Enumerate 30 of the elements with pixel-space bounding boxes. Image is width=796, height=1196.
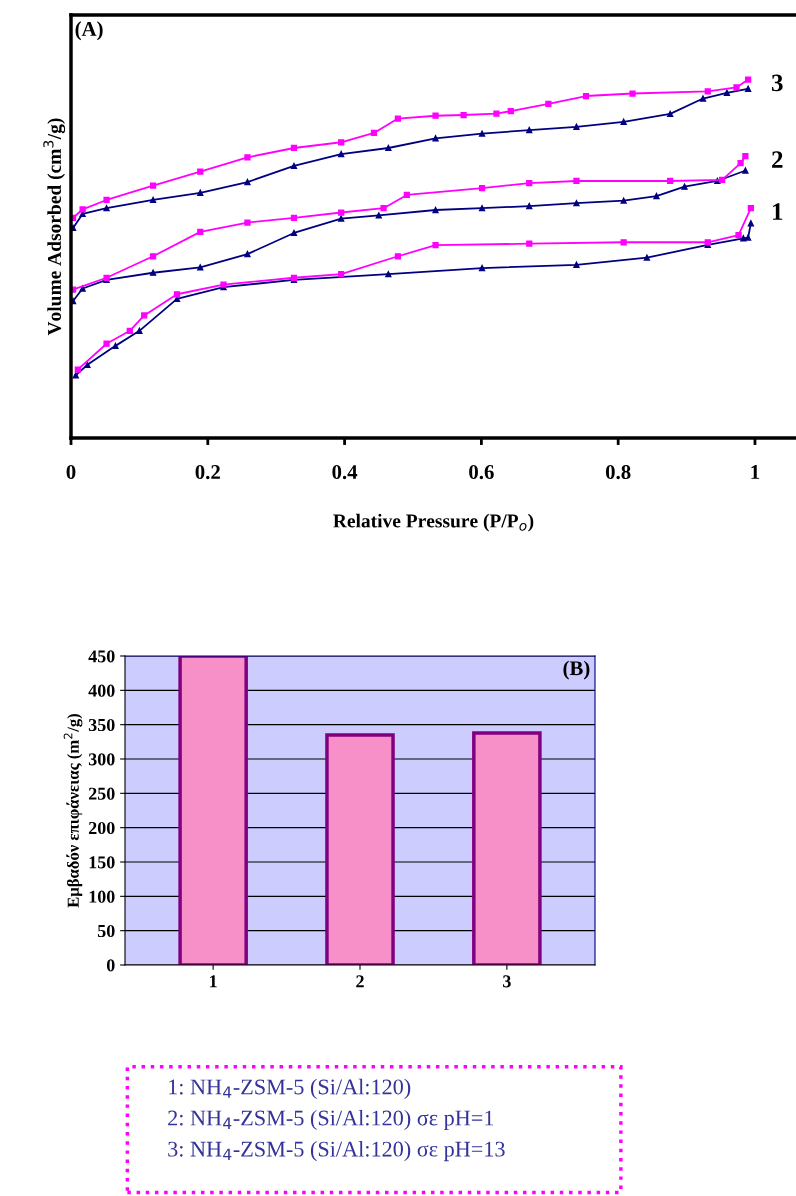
annotation: 1: [773, 203, 783, 220]
y-tick-label: 250: [88, 787, 115, 800]
x-tick-label: 0.4: [332, 464, 358, 480]
x-tick-label: 1: [210, 975, 217, 988]
y-axis-title: Volume Adsorbed (cm$^{3}$/g): [43, 118, 66, 336]
y-tick-label: 150: [89, 856, 115, 869]
text: 2: NH$_{4}$-ZSM-5 (Si/Al:120) σε pH=1: [168, 1109, 494, 1131]
y-tick-label: 350: [88, 718, 115, 732]
x-tick-label: 0.6: [469, 464, 494, 480]
x-tick-label: 1: [751, 465, 760, 479]
text: 1: NH$_{4}$-ZSM-5 (Si/Al:120): [169, 1078, 411, 1099]
x-tick-label: 0.2: [195, 464, 220, 480]
y-tick-label: 450: [88, 650, 115, 663]
x-tick-label: 3: [503, 975, 511, 988]
y-tick-label: 50: [97, 924, 115, 938]
x-tick-label: 2: [356, 975, 364, 988]
chart-title: (A): [75, 21, 103, 41]
x-tick-label: 0.8: [605, 464, 631, 480]
y-tick-label: 300: [88, 753, 115, 766]
x-tick-label: 0: [66, 464, 76, 480]
y-tick-label: 100: [89, 890, 115, 903]
annotation: 2: [772, 151, 783, 168]
y-axis-title: Εμβαδόν επιφάνειας (m$^{2}$/g): [63, 713, 83, 908]
y-tick-label: 400: [88, 684, 115, 697]
x-axis-title: Relative Pressure (P/P$_{o}$): [333, 513, 534, 532]
annotation: 3: [771, 74, 783, 92]
y-tick-label: 0: [106, 959, 115, 972]
chart-title: (B): [563, 660, 590, 680]
y-tick-label: 200: [88, 821, 115, 835]
text: 3: NH$_{4}$-ZSM-5 (Si/Al:120) σε pH=13: [168, 1140, 505, 1162]
